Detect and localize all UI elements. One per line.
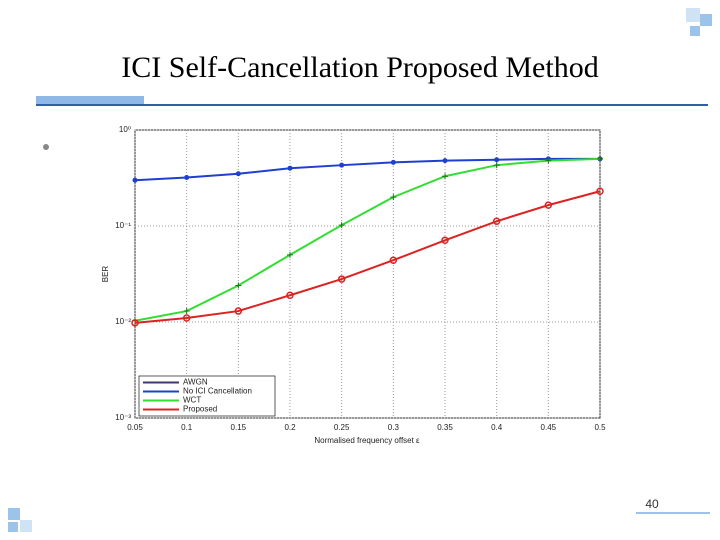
point — [492, 217, 501, 226]
x-tick-label: 0.2 — [284, 423, 296, 432]
x-axis-label: Normalised frequency offset ε — [314, 436, 420, 445]
x-tick-label: 0.5 — [594, 423, 606, 432]
point — [544, 201, 553, 209]
point — [545, 157, 552, 164]
point — [390, 159, 396, 165]
page-number: 40 — [645, 497, 659, 511]
point — [339, 162, 345, 168]
point — [494, 157, 500, 163]
x-tick-label: 0.05 — [127, 423, 143, 432]
x-tick-label: 0.4 — [491, 423, 503, 432]
decor — [8, 522, 18, 532]
point — [287, 165, 293, 171]
point — [442, 173, 448, 180]
series-line — [134, 190, 601, 324]
y-tick-label: 10⁻³ — [115, 413, 131, 422]
x-tick-label: 0.15 — [231, 423, 247, 432]
point — [390, 194, 397, 201]
legend-label: No ICI Cancellation — [183, 387, 252, 396]
point — [338, 222, 345, 229]
bullet — [43, 144, 49, 150]
point — [286, 291, 294, 299]
plot-frame — [134, 129, 601, 419]
x-tick-label: 0.1 — [181, 423, 193, 432]
decor — [690, 26, 700, 36]
point — [287, 251, 293, 258]
legend-label: WCT — [183, 396, 201, 405]
x-tick-label: 0.45 — [541, 423, 557, 432]
point — [182, 314, 191, 322]
point — [183, 308, 190, 315]
x-tick-label: 0.35 — [437, 423, 453, 432]
point — [597, 155, 603, 162]
point — [132, 177, 138, 183]
point — [389, 256, 398, 264]
y-tick-label: 10⁻¹ — [115, 221, 131, 230]
y-tick-label: 10⁻² — [115, 317, 131, 326]
x-tick-label: 0.25 — [334, 423, 350, 432]
title-rule — [36, 104, 708, 106]
point — [441, 236, 449, 245]
legend-label: Proposed — [183, 405, 217, 414]
point — [235, 282, 242, 289]
slide-title: ICI Self-Cancellation Proposed Method — [121, 51, 598, 84]
point — [131, 319, 139, 327]
decor — [20, 520, 32, 532]
point — [596, 187, 604, 196]
y-axis-label: BER — [101, 266, 110, 283]
decor — [686, 8, 700, 22]
point — [184, 175, 190, 181]
point — [337, 275, 346, 283]
decor — [700, 14, 712, 26]
point — [234, 307, 243, 315]
point — [235, 171, 241, 177]
series-line — [134, 157, 601, 322]
decor — [36, 96, 144, 104]
series-line — [134, 157, 600, 182]
x-tick-label: 0.3 — [388, 423, 400, 432]
legend-label: AWGN — [183, 378, 208, 387]
point — [442, 158, 448, 164]
point — [493, 162, 500, 169]
decor — [8, 508, 20, 520]
y-tick-label: 10⁰ — [119, 125, 131, 134]
